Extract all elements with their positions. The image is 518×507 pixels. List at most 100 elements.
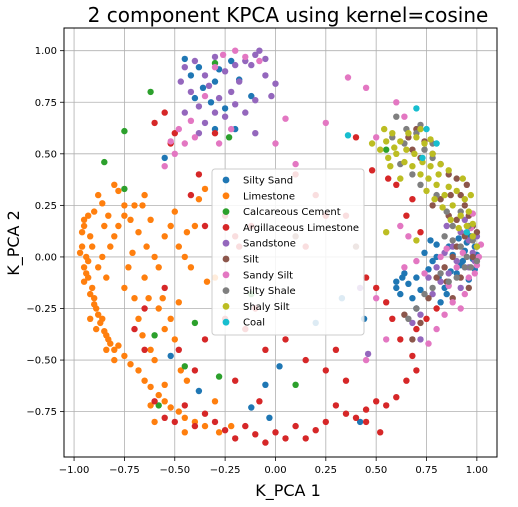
data-point	[171, 150, 178, 157]
data-point	[99, 315, 106, 322]
data-point	[175, 243, 182, 250]
data-point	[143, 243, 150, 250]
data-point	[215, 140, 223, 147]
series-shaly-silt	[368, 125, 481, 250]
data-point	[228, 57, 235, 65]
data-point	[80, 264, 88, 271]
data-point	[272, 80, 279, 87]
legend-label: Sandstone	[243, 239, 296, 250]
data-point	[103, 346, 110, 353]
data-point	[203, 278, 211, 285]
data-point	[187, 72, 195, 79]
data-point	[397, 290, 404, 298]
data-point	[221, 427, 229, 434]
legend-label: Limestone	[243, 191, 295, 202]
data-point	[201, 72, 209, 79]
data-point	[131, 202, 138, 209]
data-point	[399, 274, 406, 281]
data-point	[385, 154, 392, 162]
data-point	[409, 163, 416, 170]
data-point	[425, 266, 432, 273]
data-point	[187, 264, 195, 271]
data-point	[87, 233, 94, 240]
data-point	[93, 325, 100, 333]
data-point	[141, 274, 148, 281]
data-point	[377, 146, 384, 153]
data-point	[463, 229, 470, 236]
data-point	[403, 146, 410, 153]
data-point	[101, 158, 108, 166]
data-point	[161, 381, 168, 388]
data-point	[191, 367, 199, 374]
data-point	[101, 222, 108, 230]
data-point	[211, 63, 219, 71]
data-point	[248, 404, 255, 411]
data-point	[151, 119, 158, 127]
data-point	[383, 402, 390, 409]
data-point	[256, 57, 263, 65]
data-point	[147, 346, 154, 353]
data-point	[405, 315, 412, 322]
data-point	[181, 253, 188, 261]
data-point	[461, 196, 468, 203]
data-point	[151, 356, 158, 364]
data-point	[248, 92, 255, 100]
data-point	[393, 278, 400, 285]
data-point	[141, 305, 148, 312]
data-point	[401, 158, 408, 166]
x-tick-label: 0.50	[365, 465, 387, 476]
data-point	[433, 325, 440, 333]
data-point	[292, 381, 299, 388]
data-point	[219, 51, 227, 58]
data-point	[417, 125, 424, 133]
data-point	[417, 286, 424, 294]
data-point	[433, 264, 440, 271]
data-point	[413, 367, 420, 374]
data-point	[397, 336, 404, 343]
data-point	[282, 336, 289, 343]
data-point	[181, 109, 188, 116]
data-point	[215, 94, 223, 102]
legend-marker	[222, 176, 230, 184]
data-point	[141, 191, 148, 199]
data-point	[85, 212, 92, 219]
data-point	[417, 336, 424, 343]
data-point	[211, 53, 219, 61]
data-point	[147, 88, 154, 96]
data-point	[437, 278, 444, 285]
data-point	[95, 264, 102, 271]
data-point	[469, 253, 476, 261]
data-point	[181, 414, 188, 421]
data-point	[211, 398, 219, 405]
data-point	[332, 402, 340, 409]
data-point	[463, 222, 470, 230]
data-point	[427, 237, 434, 244]
data-point	[215, 373, 223, 380]
data-point	[342, 410, 350, 417]
x-tick-label: 0.25	[315, 465, 337, 476]
data-point	[131, 295, 138, 302]
data-point	[437, 160, 444, 168]
data-point	[473, 243, 481, 250]
data-point	[147, 383, 154, 391]
data-point	[191, 222, 199, 230]
data-point	[85, 257, 92, 265]
data-point	[87, 315, 94, 322]
data-point	[175, 299, 182, 306]
data-point	[228, 88, 235, 96]
data-point	[91, 295, 98, 302]
data-point	[272, 429, 279, 436]
data-point	[421, 146, 428, 153]
data-point	[151, 332, 158, 339]
data-point	[405, 280, 412, 287]
data-point	[151, 253, 158, 261]
data-point	[443, 290, 450, 298]
data-point	[431, 196, 438, 203]
data-point	[201, 92, 209, 100]
data-point	[135, 315, 142, 322]
data-point	[191, 134, 199, 141]
data-point	[262, 55, 269, 63]
data-point	[459, 175, 466, 182]
x-tick-label: 0.00	[264, 465, 286, 476]
